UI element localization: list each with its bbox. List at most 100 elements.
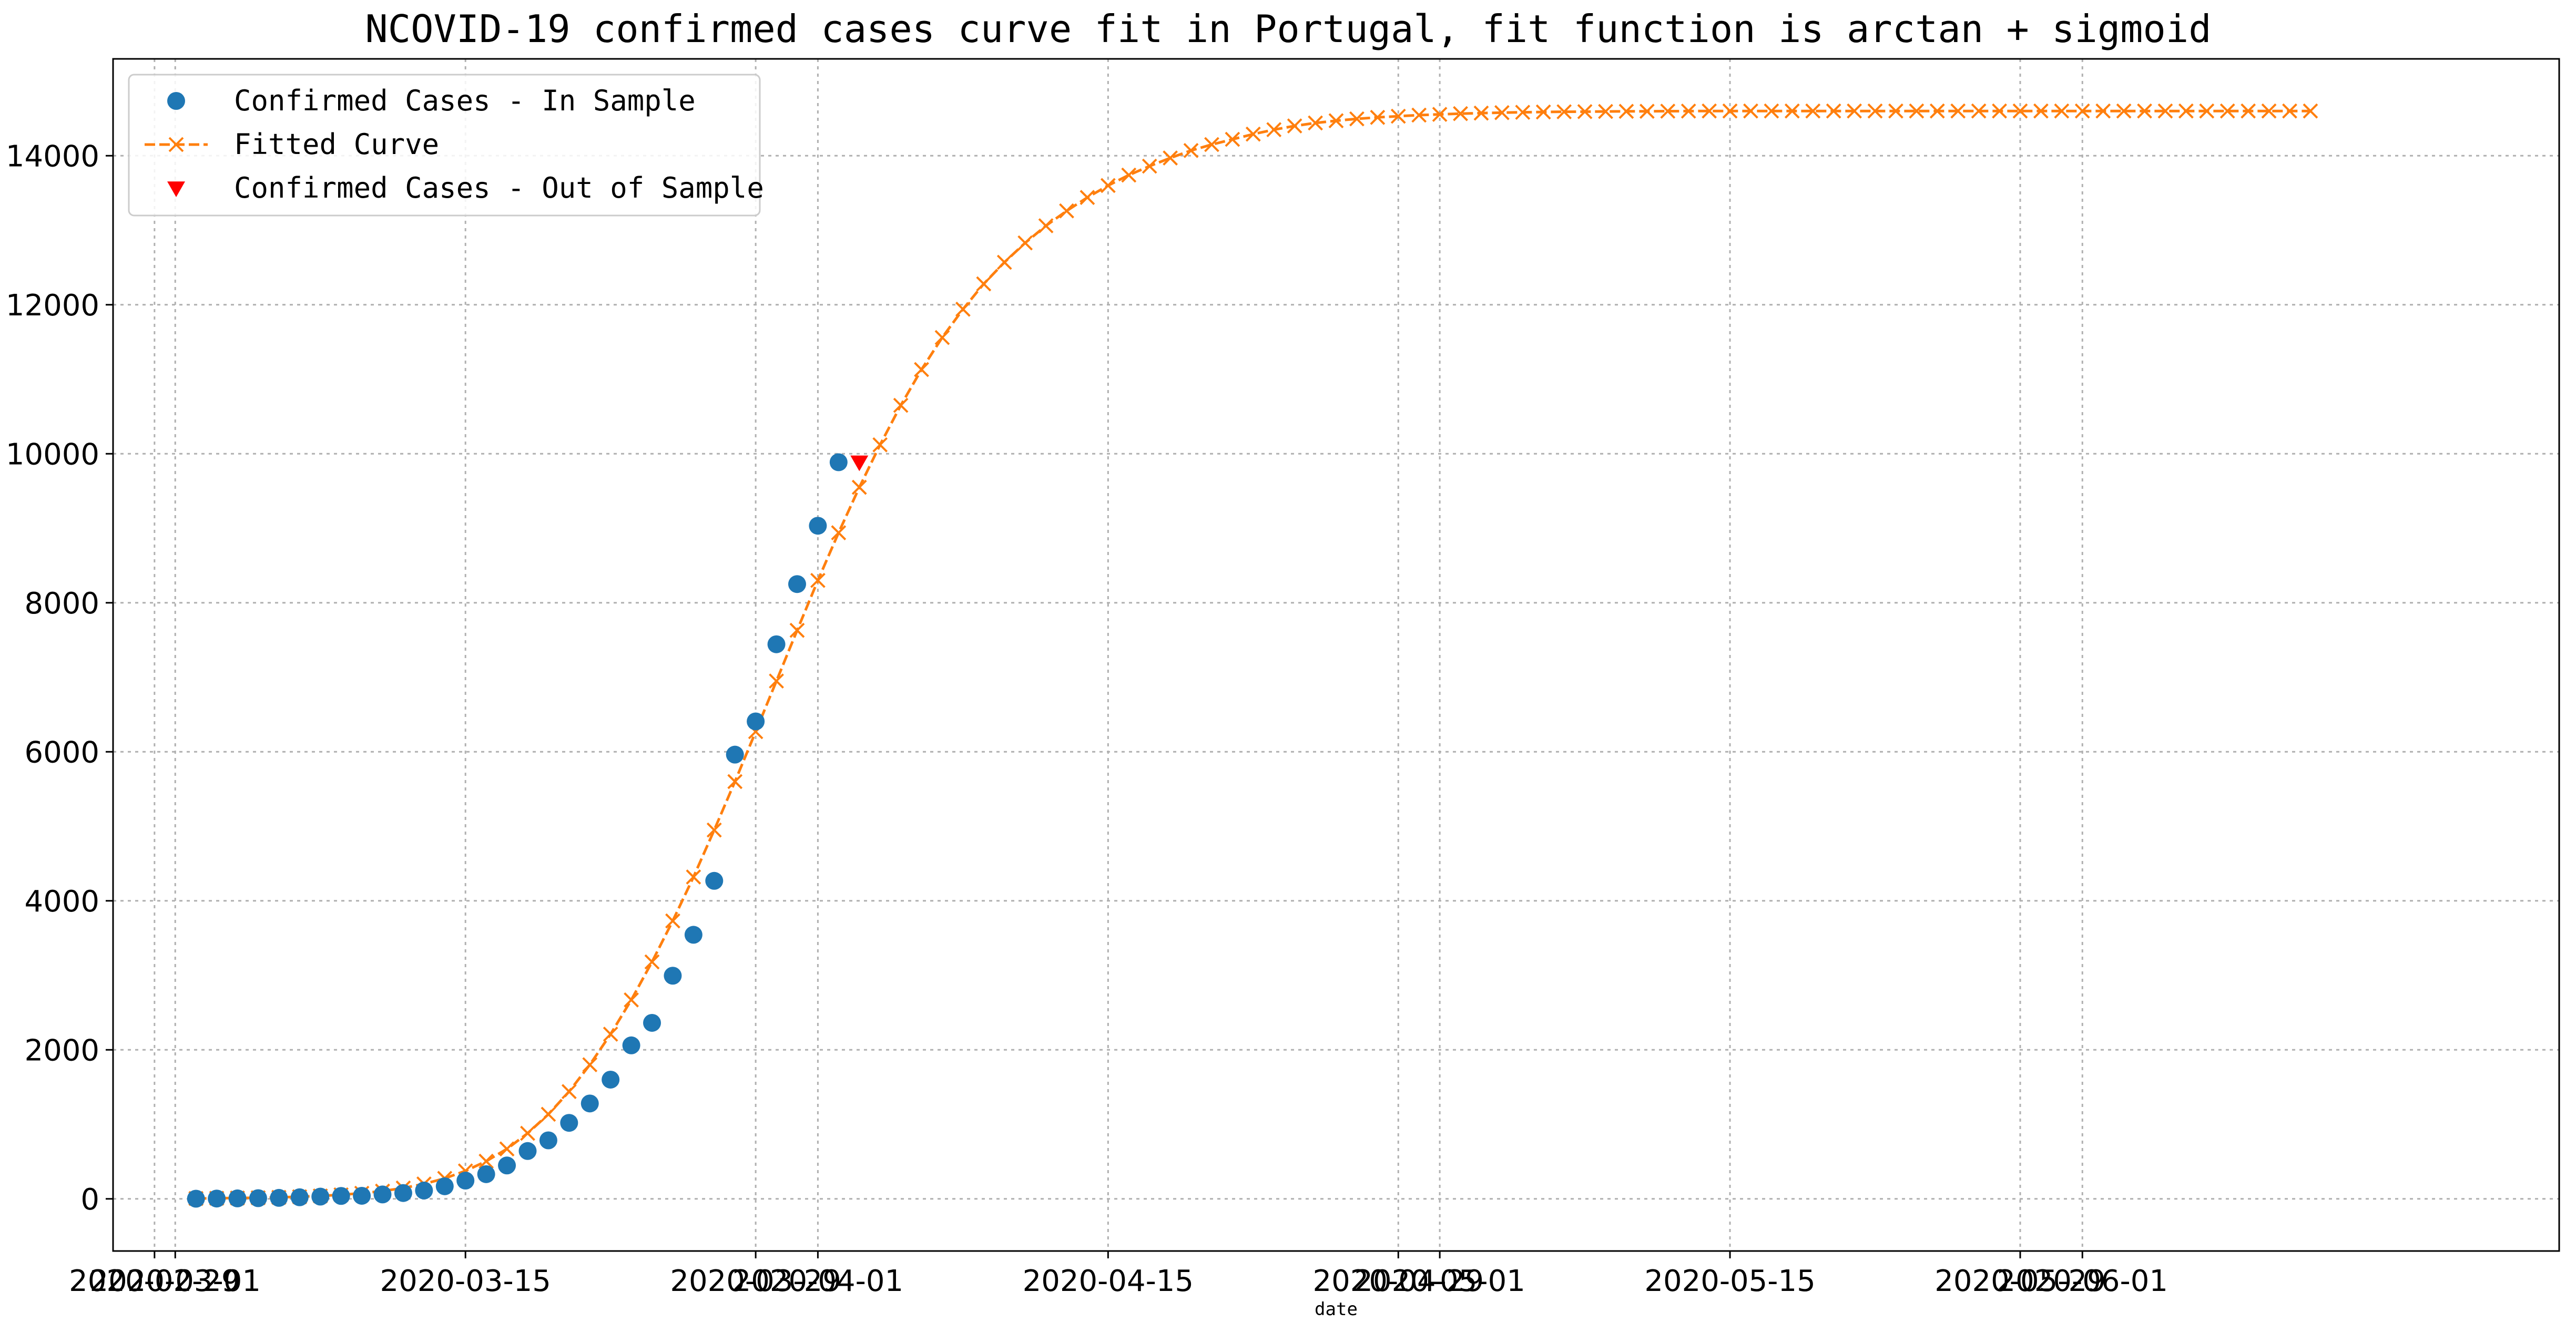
legend-fitted-marker bbox=[168, 137, 184, 152]
fitted-curve-marker bbox=[2137, 103, 2152, 119]
fitted-curve-marker bbox=[2261, 103, 2277, 119]
in-sample-point bbox=[332, 1187, 350, 1205]
y-tick-label: 6000 bbox=[24, 735, 99, 770]
fitted-curve-marker bbox=[2074, 103, 2090, 119]
fitted-curve-marker bbox=[1266, 122, 1282, 138]
x-tick-label: 2020-04-15 bbox=[1023, 1264, 1194, 1298]
in-sample-point bbox=[788, 575, 806, 593]
fitted-curve-marker bbox=[1432, 107, 1448, 122]
grid-lines bbox=[113, 59, 2559, 1251]
y-tick-label: 12000 bbox=[6, 289, 99, 323]
fitted-curve-marker bbox=[2012, 103, 2028, 119]
fitted-curve-marker bbox=[541, 1106, 556, 1122]
fitted-curve-marker bbox=[934, 330, 950, 345]
fitted-curve-marker bbox=[976, 276, 992, 292]
legend-in-sample-marker bbox=[167, 92, 185, 110]
fitted-curve-marker bbox=[1390, 108, 1406, 124]
fitted-curve-marker bbox=[1639, 104, 1655, 119]
x-tick-label: 2020-06-01 bbox=[1997, 1264, 2168, 1298]
fitted-curve-marker bbox=[1929, 103, 1945, 119]
y-tick-label: 2000 bbox=[24, 1033, 99, 1068]
in-sample-point bbox=[228, 1189, 247, 1207]
x-tick-label: 2020-05-15 bbox=[1644, 1264, 1815, 1298]
fitted-curve-marker bbox=[1370, 109, 1386, 125]
in-sample-point bbox=[643, 1013, 661, 1032]
fitted-curve-marker bbox=[851, 479, 867, 495]
x-tick-label: 2020-04-29 bbox=[1313, 1264, 1484, 1298]
fitted-curve-marker bbox=[1080, 190, 1095, 206]
fitted-curve-marker bbox=[1618, 104, 1634, 119]
fitted-curve-marker bbox=[1743, 103, 1758, 119]
in-sample-point bbox=[829, 453, 848, 471]
in-sample-point bbox=[622, 1036, 640, 1054]
fitted-curve-line bbox=[196, 109, 2310, 1200]
fitted-curve-marker bbox=[1888, 103, 1903, 119]
fitted-curve-marker bbox=[2033, 103, 2049, 119]
fitted-curve-marker bbox=[1702, 103, 1717, 119]
fitted-curve-marker bbox=[2054, 103, 2070, 119]
fitted-curve-marker bbox=[1556, 104, 1572, 120]
fitted-curve-marker bbox=[561, 1084, 577, 1100]
in-sample-point bbox=[726, 745, 744, 764]
in-sample-point bbox=[208, 1190, 226, 1208]
in-sample-point bbox=[456, 1172, 475, 1190]
in-sample-point bbox=[498, 1156, 516, 1175]
fitted-curve-marker bbox=[1328, 113, 1344, 129]
fitted-curve-marker bbox=[1453, 106, 1468, 121]
fitted-curve-marker bbox=[1847, 103, 1862, 119]
fitted-curve-marker bbox=[1473, 105, 1489, 121]
legend-entry-label: Fitted Curve bbox=[234, 128, 439, 161]
fitted-curve-marker bbox=[478, 1153, 494, 1169]
fitted-curve-marker bbox=[1826, 103, 1841, 119]
fitted-curve-marker bbox=[2282, 103, 2297, 119]
fitted-curve-marker bbox=[1971, 103, 1987, 119]
fitted-curve-marker bbox=[1308, 115, 1323, 131]
fitted-curve-marker bbox=[686, 869, 701, 885]
fitted-curve-marker bbox=[1515, 105, 1531, 120]
fitted-curve-marker bbox=[1805, 103, 1821, 119]
in-sample-point bbox=[373, 1185, 392, 1204]
fitted-curve-marker bbox=[1598, 104, 1613, 119]
fitted-curve-marker bbox=[769, 673, 784, 689]
fitted-curve-marker bbox=[2219, 103, 2235, 119]
in-sample-point bbox=[290, 1188, 309, 1206]
fitted-curve-marker bbox=[499, 1141, 515, 1157]
y-tick-label: 4000 bbox=[24, 885, 99, 919]
in-sample-point bbox=[477, 1165, 495, 1183]
fitted-curve-marker bbox=[1121, 167, 1137, 183]
in-sample-point bbox=[767, 635, 786, 653]
fitted-curve-marker bbox=[2303, 103, 2318, 119]
fitted-curve-marker bbox=[1722, 103, 1738, 119]
y-axis: 0 2000 4000 6000 8000 10000 12000 14000 bbox=[6, 139, 113, 1217]
series-layer bbox=[187, 103, 2318, 1208]
fitted-curve-marker bbox=[1287, 118, 1302, 134]
x-tick-label: 2020-05-01 bbox=[1354, 1264, 1525, 1298]
in-sample-point bbox=[539, 1131, 557, 1150]
in-sample-point bbox=[809, 517, 827, 535]
fitted-curve-marker bbox=[2241, 103, 2256, 119]
fitted-curve-marker bbox=[1411, 107, 1427, 123]
fitted-curve-marker bbox=[2178, 103, 2194, 119]
in-sample-point bbox=[684, 926, 702, 944]
fitted-curve-marker bbox=[1535, 104, 1551, 120]
fitted-curve-marker bbox=[520, 1125, 535, 1141]
in-sample-point bbox=[415, 1181, 433, 1199]
fitted-curve-marker bbox=[1577, 104, 1593, 119]
x-axis-label: date bbox=[1315, 1299, 1358, 1320]
in-sample-point bbox=[560, 1114, 578, 1132]
fitted-curve-marker bbox=[1183, 142, 1199, 158]
legend-box bbox=[128, 74, 761, 217]
fitted-curve-marker bbox=[706, 822, 722, 838]
fitted-curve-marker bbox=[624, 992, 639, 1008]
in-sample-point bbox=[249, 1189, 267, 1207]
fitted-curve-marker bbox=[2116, 103, 2132, 119]
fitted-curve-marker bbox=[1245, 126, 1261, 142]
fitted-curve-marker bbox=[1909, 103, 1925, 119]
y-tick-label: 10000 bbox=[6, 437, 99, 471]
x-tick-label: 2020-04-01 bbox=[732, 1264, 903, 1298]
fitted-curve-marker bbox=[2199, 103, 2215, 119]
in-sample-point bbox=[311, 1187, 330, 1206]
fitted-curve-marker bbox=[1784, 103, 1800, 119]
x-tick-label: 2020-02-29 bbox=[69, 1264, 240, 1298]
